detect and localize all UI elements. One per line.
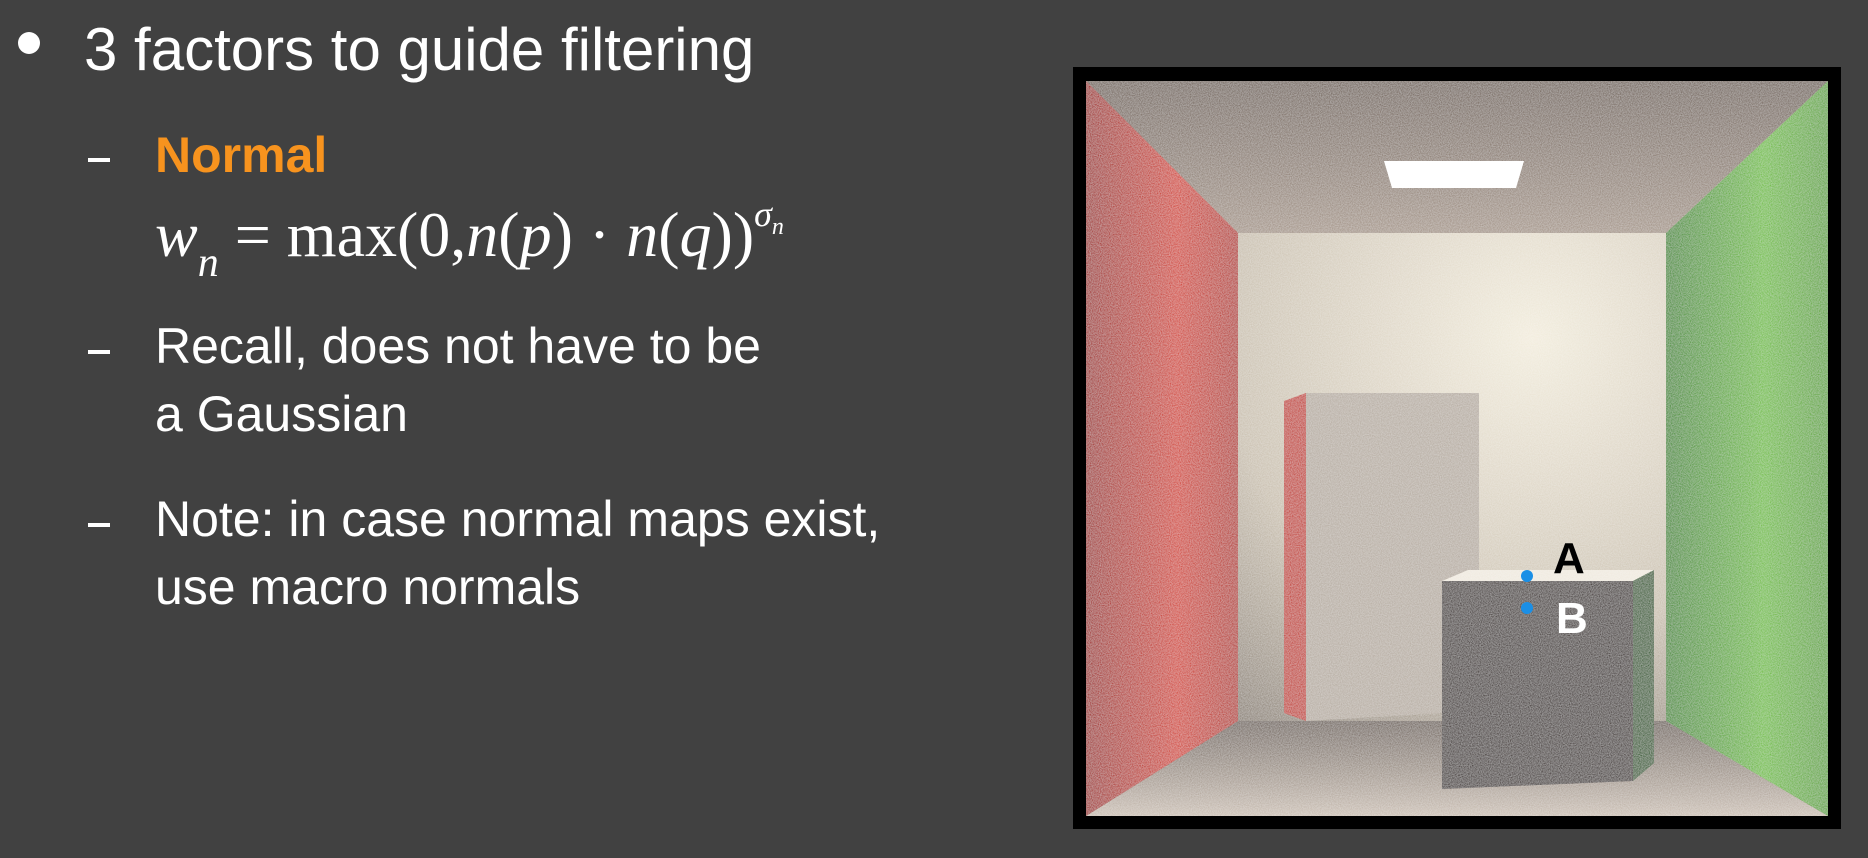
dash-icon	[88, 523, 110, 527]
ceiling-light	[1384, 161, 1524, 188]
formula-w-subscript: n	[197, 240, 219, 286]
formula-dot: ) ·	[551, 199, 627, 270]
point-b-label: B	[1556, 594, 1588, 643]
normal-weight-formula: wn = max(0,n(p) · n(q))σn	[155, 190, 784, 294]
formula-q: q	[679, 199, 712, 270]
tall-box-front	[1306, 393, 1479, 721]
formula-sigma-subscript: n	[771, 214, 784, 240]
bullet-title: 3 factors to guide filtering	[84, 16, 755, 83]
formula-max: = max(0,	[218, 199, 467, 270]
dash-icon	[88, 158, 110, 162]
normal-label: Normal	[155, 127, 328, 183]
bullet-dot-icon	[18, 32, 40, 54]
formula-sigma: σ	[754, 194, 772, 234]
point-a-marker-icon	[1521, 570, 1533, 582]
point-a-label: A	[1553, 534, 1585, 583]
note-line-1: Note: in case normal maps exist,	[155, 491, 881, 547]
formula-p: p	[519, 199, 552, 270]
small-box-top	[1442, 570, 1654, 581]
formula-paren: (	[658, 199, 680, 270]
recall-line-1: Recall, does not have to be	[155, 318, 761, 374]
ceiling	[1086, 81, 1828, 233]
recall-line-2: a Gaussian	[155, 386, 408, 442]
formula-close: ))	[711, 199, 755, 270]
small-box-front	[1442, 581, 1633, 789]
right-wall	[1666, 81, 1828, 816]
small-box-side	[1633, 570, 1654, 781]
dash-icon	[88, 350, 110, 354]
note-line-2: use macro normals	[155, 559, 581, 615]
cornell-box-image: A B	[1073, 67, 1841, 829]
formula-exponent: σn	[754, 194, 784, 240]
cornell-box-render	[1086, 81, 1828, 816]
tall-box-side	[1284, 393, 1306, 721]
formula-paren: (	[498, 199, 520, 270]
point-b-marker-icon	[1521, 602, 1533, 614]
left-wall	[1086, 81, 1238, 816]
formula-w: w	[155, 199, 198, 270]
formula-n1: n	[466, 199, 499, 270]
formula-n2: n	[626, 199, 659, 270]
